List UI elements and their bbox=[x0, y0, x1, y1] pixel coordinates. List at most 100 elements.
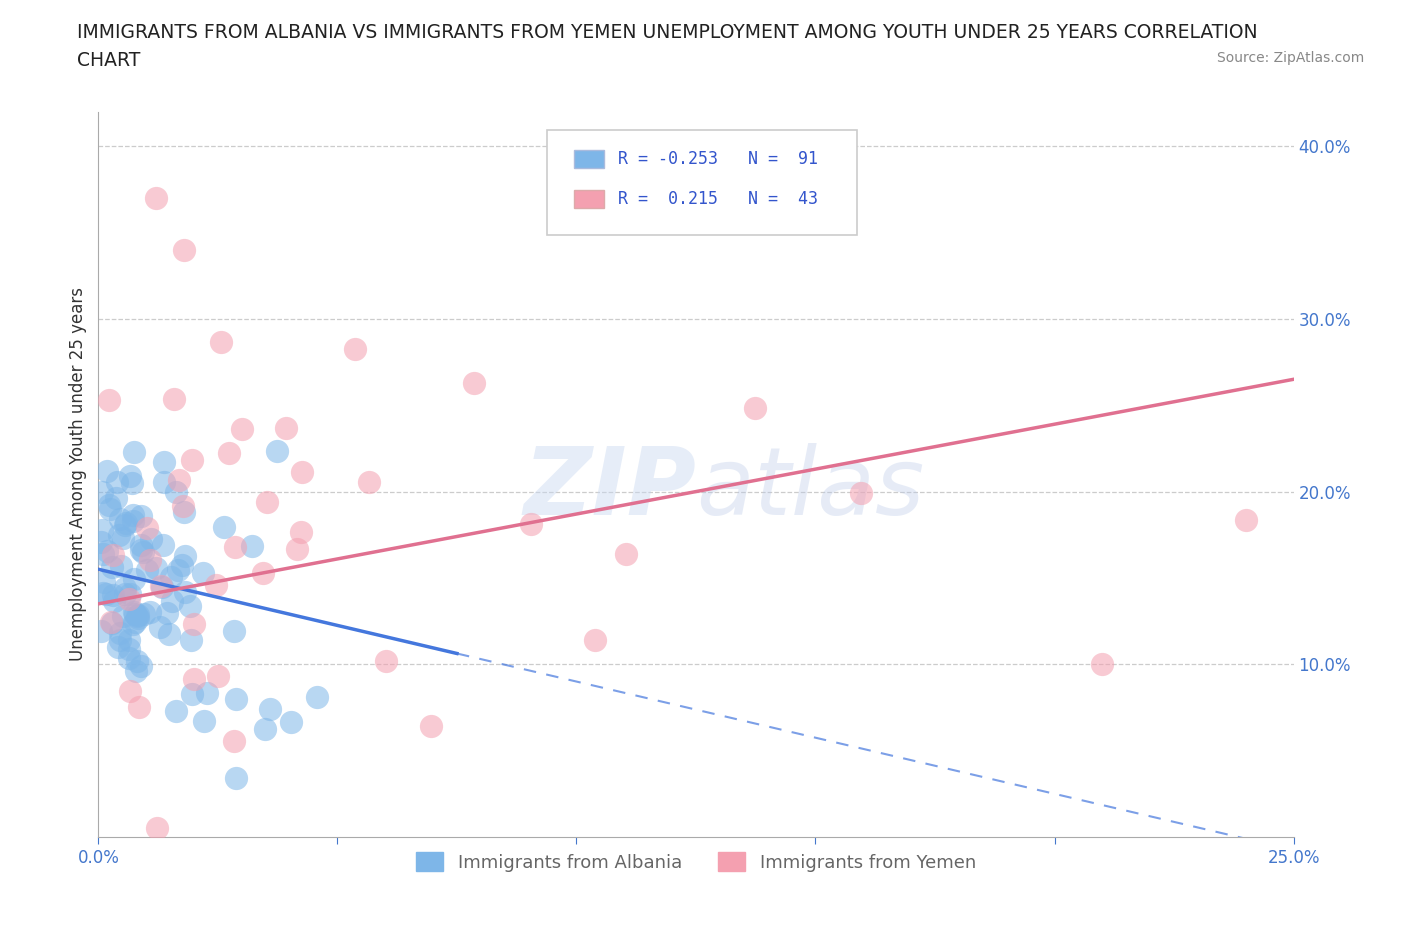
Point bbox=[122, 445, 145, 459]
Point bbox=[121, 475, 143, 490]
Point bbox=[152, 455, 174, 470]
Point bbox=[156, 605, 179, 620]
Point bbox=[98, 392, 121, 407]
Point bbox=[183, 671, 205, 686]
Point bbox=[173, 584, 195, 599]
Point bbox=[145, 561, 167, 576]
Text: R = -0.253   N =  91: R = -0.253 N = 91 bbox=[619, 150, 818, 167]
Point bbox=[127, 607, 149, 622]
Point bbox=[118, 684, 141, 698]
Point bbox=[145, 191, 167, 206]
Point bbox=[96, 463, 118, 478]
Point bbox=[132, 545, 155, 560]
Point bbox=[520, 516, 543, 531]
Point bbox=[307, 690, 329, 705]
Text: R =  0.215   N =  43: R = 0.215 N = 43 bbox=[619, 190, 818, 207]
FancyBboxPatch shape bbox=[547, 130, 858, 235]
Point bbox=[139, 604, 162, 619]
Point bbox=[174, 549, 197, 564]
Point bbox=[122, 604, 145, 619]
Point bbox=[98, 501, 121, 516]
Point bbox=[291, 464, 314, 479]
Point bbox=[97, 498, 120, 512]
Point bbox=[129, 658, 152, 673]
Point bbox=[218, 445, 240, 460]
Point bbox=[851, 485, 873, 500]
Point bbox=[207, 668, 229, 683]
Point bbox=[191, 565, 214, 580]
Point bbox=[149, 619, 172, 634]
Point bbox=[114, 518, 136, 533]
Point bbox=[195, 685, 218, 700]
Point bbox=[212, 519, 235, 534]
Point bbox=[112, 609, 135, 624]
Point bbox=[118, 591, 141, 606]
Point bbox=[120, 586, 142, 601]
Point bbox=[193, 713, 215, 728]
Point bbox=[225, 770, 247, 785]
Point bbox=[129, 542, 152, 557]
Point bbox=[149, 578, 172, 593]
FancyBboxPatch shape bbox=[574, 150, 605, 167]
Point bbox=[118, 641, 141, 656]
Text: Source: ZipAtlas.com: Source: ZipAtlas.com bbox=[1216, 51, 1364, 65]
Point bbox=[274, 421, 297, 436]
Point bbox=[280, 715, 302, 730]
Point bbox=[105, 491, 128, 506]
Point bbox=[180, 686, 202, 701]
Point bbox=[110, 558, 132, 573]
Point bbox=[100, 616, 122, 631]
Point bbox=[93, 574, 115, 589]
Point bbox=[173, 243, 195, 258]
Point bbox=[96, 543, 118, 558]
Point bbox=[152, 538, 174, 552]
Point bbox=[118, 651, 141, 666]
Point bbox=[231, 421, 253, 436]
Point bbox=[121, 508, 143, 523]
Point bbox=[108, 632, 131, 647]
Point bbox=[224, 733, 246, 748]
Point bbox=[125, 654, 148, 669]
Point bbox=[91, 547, 114, 562]
Point bbox=[108, 528, 131, 543]
Point bbox=[114, 586, 136, 601]
Point bbox=[139, 532, 162, 547]
Point bbox=[285, 541, 308, 556]
Point bbox=[180, 632, 202, 647]
Point bbox=[209, 335, 232, 350]
Point bbox=[128, 700, 150, 715]
Point bbox=[91, 523, 114, 538]
Point bbox=[225, 691, 247, 706]
Point bbox=[108, 625, 131, 640]
Point bbox=[124, 664, 146, 679]
Point bbox=[122, 513, 145, 528]
Point bbox=[103, 588, 125, 603]
Point bbox=[583, 633, 606, 648]
Point bbox=[90, 534, 112, 549]
Point bbox=[127, 608, 149, 623]
Point bbox=[240, 538, 263, 553]
Point bbox=[179, 599, 201, 614]
Point bbox=[1234, 512, 1257, 527]
Point bbox=[173, 505, 195, 520]
Point bbox=[343, 342, 366, 357]
Point bbox=[118, 468, 141, 483]
Point bbox=[115, 516, 138, 531]
Point bbox=[105, 475, 128, 490]
Y-axis label: Unemployment Among Youth under 25 years: Unemployment Among Youth under 25 years bbox=[69, 287, 87, 661]
Point bbox=[180, 452, 202, 467]
Point bbox=[744, 401, 766, 416]
Point bbox=[107, 640, 129, 655]
Point bbox=[114, 580, 136, 595]
Point bbox=[135, 521, 157, 536]
Point bbox=[163, 392, 186, 406]
Point bbox=[172, 498, 194, 513]
Point bbox=[108, 512, 131, 526]
Point bbox=[129, 538, 152, 552]
Point bbox=[146, 821, 169, 836]
Point bbox=[160, 594, 183, 609]
Point bbox=[124, 606, 146, 621]
Point bbox=[375, 654, 398, 669]
Point bbox=[259, 701, 281, 716]
Text: ZIP: ZIP bbox=[523, 443, 696, 535]
